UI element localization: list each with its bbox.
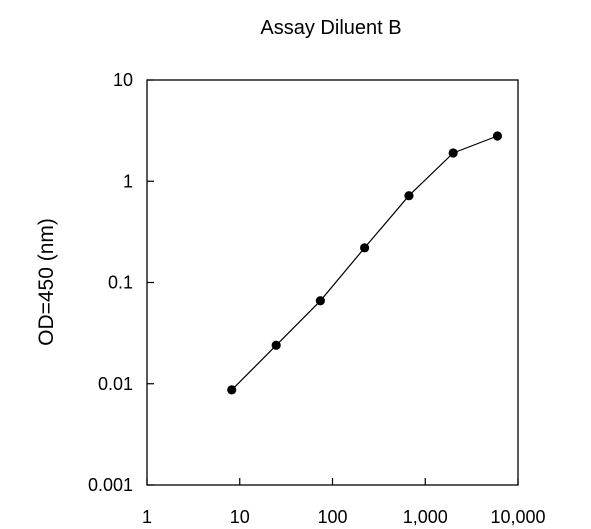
x-tick-label: 1 (142, 507, 152, 527)
y-tick-label: 0.001 (88, 475, 133, 495)
y-tick-label: 0.1 (108, 273, 133, 293)
series-layer (227, 131, 503, 395)
x-axis: 1 10 100 1,000 10,000 (142, 478, 546, 527)
plot-frame (146, 79, 519, 486)
y-tick-label: 10 (113, 70, 133, 90)
chart-title: Assay Diluent B (260, 17, 401, 39)
data-point (404, 191, 414, 201)
data-point (492, 131, 503, 141)
y-axis-title: OD=450 (nm) (35, 218, 58, 346)
x-tick-label: 10,000 (490, 507, 545, 527)
x-tick-label: 100 (317, 507, 347, 527)
data-point (360, 243, 370, 253)
data-point (227, 385, 237, 395)
x-tick-label: 10 (230, 507, 250, 527)
y-tick-label: 0.01 (98, 374, 133, 394)
x-tick-label: 1,000 (403, 507, 448, 527)
series-line (231, 135, 498, 391)
y-tick-label: 1 (123, 171, 133, 191)
data-point (315, 296, 325, 306)
y-axis: 0.001 0.01 0.1 1 10 (88, 70, 154, 495)
data-point (448, 148, 458, 158)
data-point (271, 340, 281, 350)
